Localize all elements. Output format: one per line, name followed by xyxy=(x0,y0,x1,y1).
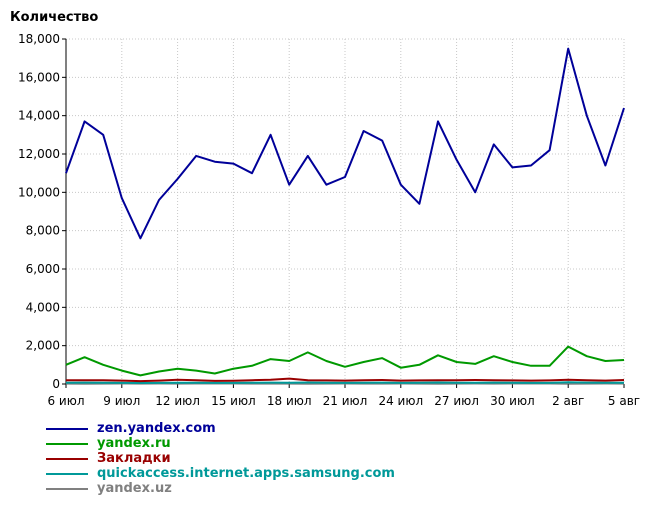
series-line-quickaccess-internet-apps-samsung-com xyxy=(65,381,625,384)
legend-swatch xyxy=(46,473,88,475)
y-tick-label: 4,000 xyxy=(26,300,60,314)
grid-lines xyxy=(66,38,625,384)
x-tick-label: 15 июл xyxy=(211,394,256,408)
y-tick-labels: 0 2,000 4,000 6,000 8,000 10,000 12,000 14,000 1… xyxy=(18,32,60,391)
legend-swatch xyxy=(46,443,88,445)
y-axis-label: Количество xyxy=(10,10,99,25)
axes xyxy=(62,38,625,388)
y-tick-label: 18,000 xyxy=(18,32,60,46)
x-tick-label: 12 июл xyxy=(155,394,200,408)
x-tick-label: 6 июл xyxy=(47,394,84,408)
legend-swatch xyxy=(46,428,88,430)
x-tick-label: 9 июл xyxy=(103,394,140,408)
y-tick-label: 10,000 xyxy=(18,185,60,199)
y-tick-label: 8,000 xyxy=(26,224,60,238)
x-tick-label: 5 авг xyxy=(608,394,640,408)
x-tick-label: 24 июл xyxy=(378,394,423,408)
y-tick-label: 16,000 xyxy=(18,70,60,84)
legend-swatch xyxy=(46,488,88,490)
legend-label: yandex.uz xyxy=(97,481,172,496)
legend-label: yandex.ru xyxy=(97,436,171,451)
series-line-закладки xyxy=(66,377,625,383)
y-tick-label: 2,000 xyxy=(26,339,60,353)
series-line-zen-yandex-com xyxy=(65,47,625,240)
legend-label: Закладки xyxy=(97,451,171,466)
y-tick-label: 6,000 xyxy=(26,262,60,276)
x-tick-label: 27 июл xyxy=(434,394,479,408)
x-tick-label: 21 июл xyxy=(323,394,368,408)
y-tick-label: 14,000 xyxy=(18,109,60,123)
x-tick-label: 30 июл xyxy=(490,394,535,408)
legend-swatch xyxy=(46,458,88,460)
x-tick-label: 18 июл xyxy=(267,394,312,408)
x-tick-label: 2 авг xyxy=(552,394,584,408)
y-tick-label: 0 xyxy=(52,377,60,391)
y-tick-label: 12,000 xyxy=(18,147,60,161)
legend-label: quickaccess.internet.apps.samsung.com xyxy=(97,466,395,481)
legend-label: zen.yandex.com xyxy=(97,421,216,436)
series-lines xyxy=(65,47,625,385)
series-line-yandex-ru xyxy=(65,345,625,377)
x-tick-labels: 6 июл 9 июл 12 июл 15 июл 18 июл 21 июл 24 июл… xyxy=(47,394,640,408)
